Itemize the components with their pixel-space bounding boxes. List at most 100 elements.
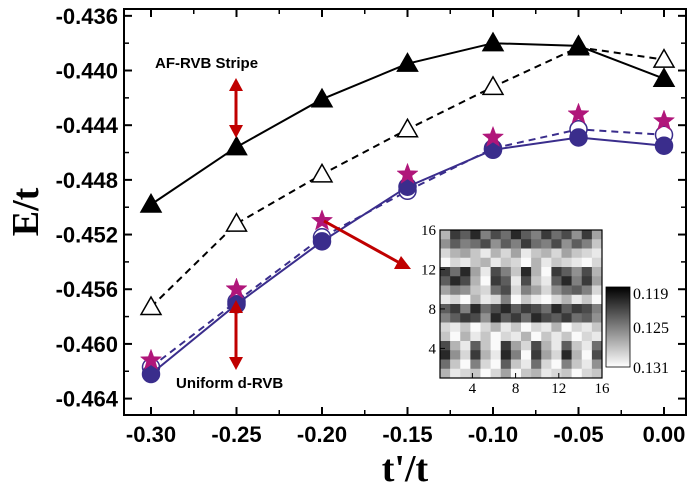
inset-cell — [510, 239, 522, 249]
annotation-d-rvb: Uniform d-RVB — [176, 300, 283, 392]
inset-cell — [541, 239, 552, 249]
inset-cell — [480, 285, 491, 296]
inset-cell — [490, 313, 502, 323]
inset-cell — [531, 285, 542, 296]
inset-cell — [521, 313, 532, 323]
inset-cell — [571, 359, 583, 370]
series-2-point — [654, 136, 674, 155]
arrow-af-rvb-head-bottom — [229, 125, 243, 138]
inset-cell — [541, 331, 552, 342]
inset-cell — [480, 276, 491, 286]
series-4-point — [310, 209, 334, 231]
inset-ticks: 4 8 12 16 4 8 12 16 — [421, 223, 610, 397]
inset-cell — [440, 285, 451, 296]
inset-cell — [561, 304, 572, 314]
inset-cell — [551, 230, 562, 240]
inset-cell — [581, 230, 593, 240]
series-2-point — [312, 232, 332, 251]
inset-cell — [561, 350, 572, 360]
series-0-point — [481, 31, 505, 52]
inset-cell — [470, 267, 481, 277]
arrow-d-rvb-head-top — [229, 300, 243, 313]
series-0 — [139, 31, 676, 213]
inset-cell — [591, 276, 603, 286]
inset-y-tick-label: 16 — [421, 223, 437, 239]
inset-cell — [440, 304, 451, 314]
inset-cell — [490, 331, 502, 342]
inset-cell — [450, 322, 461, 333]
inset-cell — [440, 359, 451, 370]
inset-cell — [591, 304, 603, 314]
inset-cell — [521, 257, 532, 268]
inset-cell — [541, 341, 552, 351]
inset-cell — [551, 276, 562, 286]
inset-cell — [571, 350, 583, 360]
inset-cell — [571, 267, 583, 277]
inset-cell — [500, 294, 512, 305]
inset-cell — [480, 341, 491, 351]
inset-cell — [531, 248, 542, 259]
inset-cell — [541, 313, 552, 323]
inset-cell — [470, 331, 481, 342]
series-0-point — [139, 192, 163, 213]
annotation-af-rvb: AF-RVB Stripe — [155, 55, 258, 138]
inset-cell — [460, 239, 471, 249]
inset-cell — [521, 276, 532, 286]
inset-cell — [521, 341, 532, 351]
x-axis-label: t'/t — [382, 448, 429, 490]
arrow-to-inset-shaft — [323, 219, 399, 264]
inset-cell — [581, 359, 593, 370]
inset-cell — [490, 350, 502, 360]
inset-cell — [500, 350, 512, 360]
inset-cell — [470, 359, 481, 370]
inset-cell — [460, 257, 471, 268]
inset-cell — [460, 350, 471, 360]
inset-cell — [541, 276, 552, 286]
inset-cell — [591, 230, 603, 240]
inset-cell — [551, 368, 562, 379]
inset-cell — [490, 294, 502, 305]
inset-cell — [490, 285, 502, 296]
series-layer — [139, 31, 676, 384]
inset-cell — [480, 322, 491, 333]
inset-cell — [480, 248, 491, 259]
inset-cell — [581, 248, 593, 259]
inset-cell — [561, 359, 572, 370]
series-2-point — [569, 128, 588, 147]
inset-cell — [510, 350, 522, 360]
inset-cell — [541, 230, 552, 240]
inset-cell — [510, 285, 522, 296]
series-1-point — [396, 117, 419, 138]
x-tick-label: 0.00 — [643, 422, 686, 447]
x-tick-labels: -0.30 -0.25 -0.20 -0.15 -0.10 -0.05 0.00 — [126, 422, 685, 447]
inset-cell — [531, 239, 542, 249]
inset-cell — [581, 257, 593, 268]
inset-cell — [460, 368, 471, 379]
inset-cell — [460, 248, 471, 259]
inset-cell — [531, 267, 542, 277]
inset-cell — [521, 350, 532, 360]
inset-cell — [531, 341, 542, 351]
inset-cell — [531, 294, 542, 305]
inset-cell — [450, 257, 461, 268]
series-4-point — [481, 125, 505, 147]
inset-cell — [591, 313, 603, 323]
inset-cell — [521, 267, 532, 277]
inset-cell — [460, 276, 471, 286]
inset-cell — [551, 331, 562, 342]
inset-cell — [531, 331, 542, 342]
inset-cell — [571, 331, 583, 342]
inset-cell — [460, 331, 471, 342]
inset-cell — [480, 267, 491, 277]
inset-cell — [480, 257, 491, 268]
y-axis-label: E/t — [5, 187, 47, 236]
inset-cell — [521, 294, 532, 305]
inset-cell — [581, 285, 593, 296]
inset-cell — [551, 322, 562, 333]
inset-cell — [480, 294, 491, 305]
inset-cell — [440, 313, 451, 323]
inset-cell — [551, 267, 562, 277]
inset-cell — [500, 267, 512, 277]
y-tick-label: -0.444 — [56, 113, 119, 138]
